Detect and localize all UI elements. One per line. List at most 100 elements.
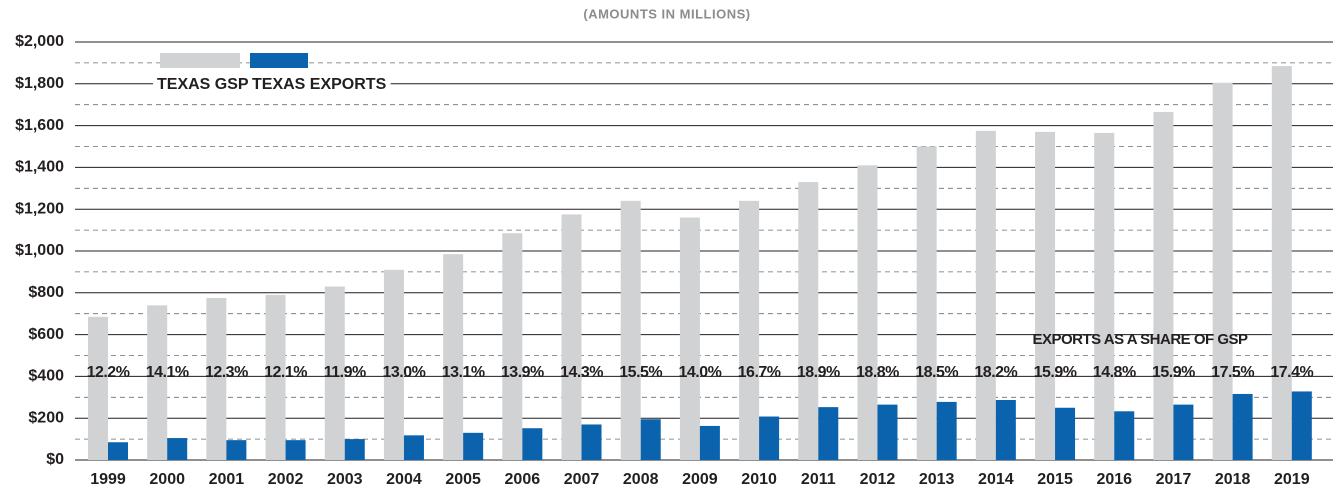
x-tick-label: 1999: [90, 471, 126, 488]
bar: [167, 438, 188, 460]
legend-label-bg: [248, 74, 391, 96]
bar: [88, 316, 108, 460]
share-label: 12.3%: [205, 364, 248, 381]
bar: [699, 425, 720, 460]
bar: [818, 407, 839, 460]
bar: [383, 269, 404, 460]
x-tick-label: 2009: [682, 471, 718, 488]
bar: [640, 419, 661, 460]
bar: [798, 182, 819, 460]
legend-label: TEXAS GSP: [157, 76, 249, 93]
bar: [561, 214, 582, 460]
bar: [679, 217, 700, 460]
bar: [936, 401, 957, 460]
x-tick-label: 2003: [327, 471, 363, 488]
x-tick-label: 2014: [978, 471, 1014, 488]
y-tick-label: $600: [28, 326, 64, 343]
x-tick-label: 2019: [1274, 471, 1310, 488]
share-label: 12.2%: [87, 364, 130, 381]
bar: [739, 200, 760, 460]
x-tick-label: 2005: [445, 471, 481, 488]
bar: [1055, 407, 1076, 460]
share-label: 13.9%: [501, 364, 544, 381]
bar: [620, 200, 641, 460]
bar: [206, 298, 227, 460]
bar: [147, 305, 168, 460]
x-tick-label: 2010: [741, 471, 777, 488]
share-label: 14.1%: [146, 364, 189, 381]
bar: [877, 404, 898, 460]
share-label: 18.8%: [856, 364, 899, 381]
share-label: 17.5%: [1211, 364, 1254, 381]
share-label: 12.1%: [264, 364, 307, 381]
share-label: 16.7%: [738, 364, 781, 381]
bar: [1094, 132, 1115, 461]
x-tick-label: 2001: [209, 471, 245, 488]
share-label: 14.3%: [560, 364, 603, 381]
legend-label: TEXAS EXPORTS: [252, 76, 387, 93]
y-tick-label: $400: [28, 368, 64, 385]
bar: [1271, 66, 1292, 460]
share-label: 18.5%: [915, 364, 958, 381]
share-label: 13.1%: [442, 364, 485, 381]
share-label: 15.9%: [1152, 364, 1195, 381]
x-tick-label: 2004: [386, 471, 422, 488]
x-tick-label: 2000: [149, 471, 185, 488]
x-tick-label: 2015: [1037, 471, 1073, 488]
y-tick-label: $0: [46, 451, 64, 468]
bar: [975, 130, 996, 460]
bar: [581, 424, 602, 460]
bar: [857, 165, 878, 460]
chart-subtitle: (AMOUNTS IN MILLIONS): [583, 6, 750, 21]
share-label: 14.8%: [1093, 364, 1136, 381]
x-tick-label: 2006: [505, 471, 541, 488]
x-tick-label: 2011: [801, 471, 836, 488]
legend-swatch: [250, 53, 308, 68]
bar: [1035, 131, 1056, 460]
x-tick-label: 2002: [268, 471, 304, 488]
share-label: 11.9%: [324, 364, 366, 381]
x-tick-label: 2016: [1096, 471, 1132, 488]
x-tick-label: 2018: [1215, 471, 1251, 488]
y-tick-label: $1,200: [15, 200, 64, 217]
legend-swatch: [160, 53, 240, 68]
share-label: 13.0%: [383, 364, 426, 381]
bar: [403, 435, 424, 460]
y-tick-label: $800: [28, 284, 64, 301]
share-label: 17.4%: [1270, 364, 1313, 381]
bar: [1212, 82, 1233, 460]
y-tick-label: $200: [28, 409, 64, 426]
share-label: 18.2%: [974, 364, 1017, 381]
share-label: 18.9%: [797, 364, 840, 381]
x-tick-label: 2008: [623, 471, 659, 488]
legend-label-bg: [153, 74, 253, 96]
bar: [324, 286, 345, 460]
x-tick-label: 2017: [1156, 471, 1192, 488]
bar: [522, 428, 543, 460]
bar: [1291, 391, 1312, 460]
y-tick-label: $1,800: [15, 75, 64, 92]
bar: [502, 233, 523, 460]
bar: [285, 440, 306, 460]
bar: [995, 400, 1016, 460]
bar: [344, 439, 365, 460]
share-label: 15.9%: [1034, 364, 1077, 381]
x-tick-label: 2012: [860, 471, 896, 488]
bar: [1232, 393, 1253, 460]
x-tick-label: 2013: [919, 471, 955, 488]
x-tick-label: 2007: [564, 471, 600, 488]
bar: [463, 432, 484, 460]
y-tick-label: $1,000: [15, 242, 64, 259]
y-tick-label: $2,000: [15, 33, 64, 50]
y-tick-label: $1,400: [15, 159, 64, 176]
bar: [916, 146, 937, 460]
bar: [265, 294, 286, 460]
bar: [759, 416, 780, 460]
bar: [443, 254, 464, 460]
share-title: EXPORTS AS A SHARE OF GSP: [1032, 331, 1248, 348]
share-label: 15.5%: [619, 364, 662, 381]
bar: [108, 442, 128, 460]
bar: [1153, 112, 1174, 460]
bar: [226, 440, 247, 460]
